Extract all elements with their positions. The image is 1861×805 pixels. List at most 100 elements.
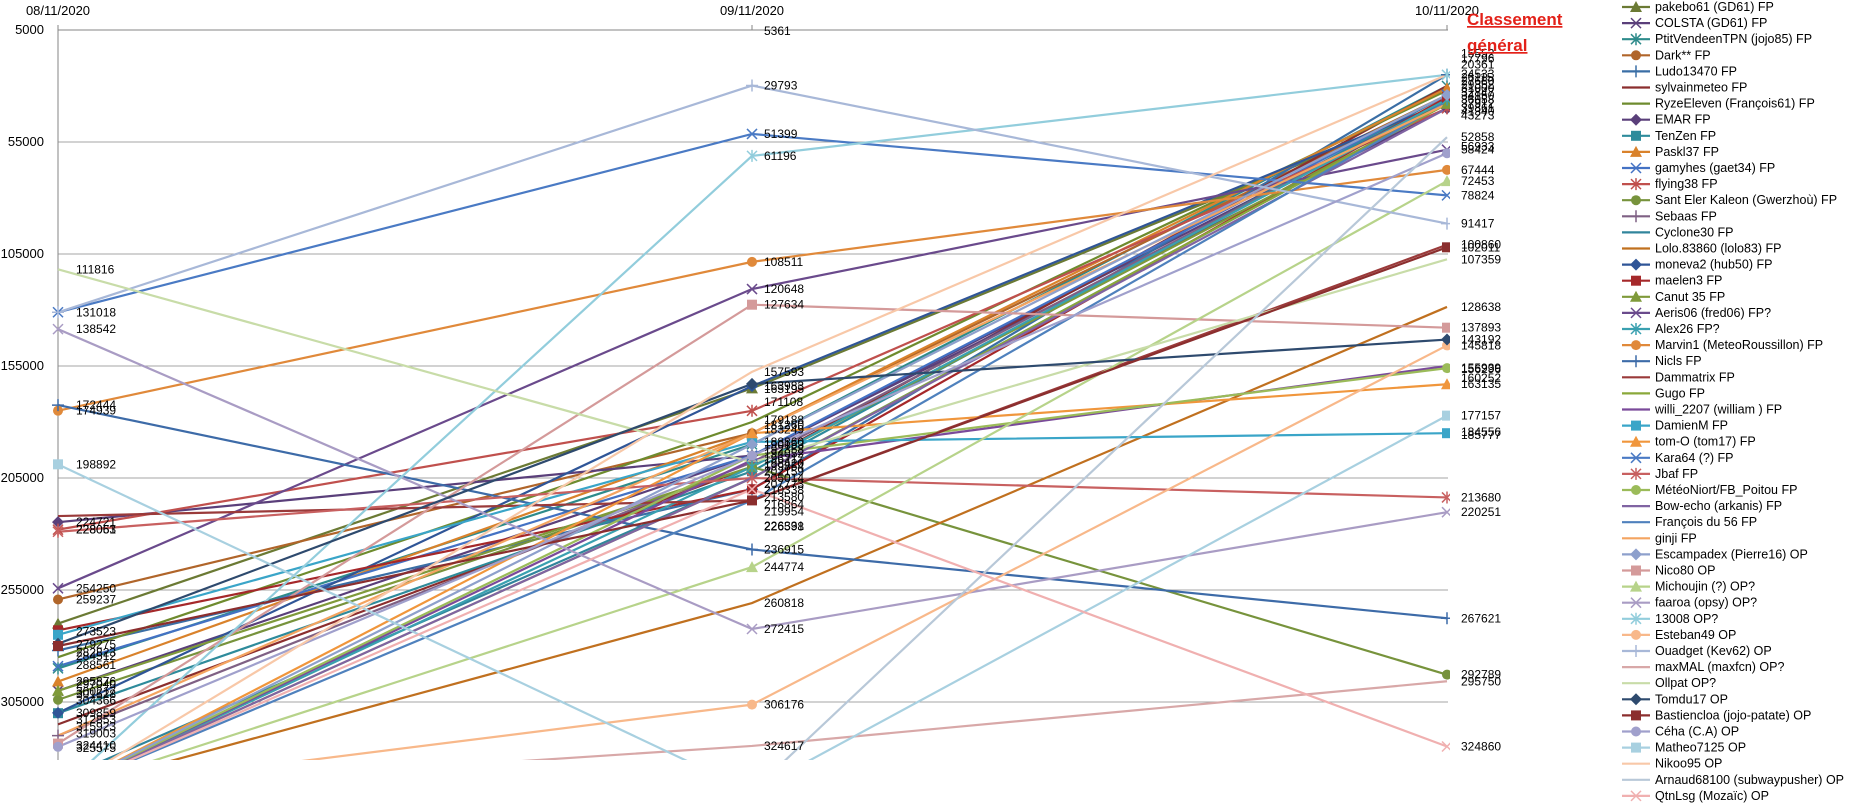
data-label: 190153	[764, 438, 804, 452]
legend-label: Sant Eler Kaleon (Gwerzhoù) FP	[1655, 193, 1837, 207]
series-marker	[53, 741, 63, 752]
series-marker	[1630, 290, 1642, 302]
legend-label: Jbaf FP	[1655, 467, 1698, 481]
data-label: 163135	[1461, 377, 1501, 391]
series-marker	[746, 460, 758, 473]
data-label: 259237	[76, 592, 116, 606]
legend-label: COLSTA (GD61) FP	[1655, 16, 1767, 30]
series-marker	[1631, 629, 1641, 640]
series-marker	[1631, 50, 1641, 61]
series-marker	[1630, 467, 1642, 480]
data-label: 236915	[764, 542, 804, 556]
data-label: 228061	[76, 523, 116, 537]
series-marker	[746, 623, 758, 635]
data-label: 198420	[764, 456, 804, 470]
data-label: 324617	[764, 739, 804, 753]
data-label: 224721	[76, 515, 116, 529]
series-marker	[52, 516, 64, 529]
legend-label: Nicls FP	[1655, 354, 1702, 368]
legend-label: Paskl37 FP	[1655, 145, 1719, 159]
legend-label: Tomdu17 OP	[1655, 692, 1728, 706]
legend-label: Aeris06 (fred06) FP?	[1655, 306, 1771, 320]
data-label: 20361	[1461, 57, 1495, 71]
data-label: 267621	[1461, 611, 1501, 625]
legend-label: gamyhes (gaet34) FP	[1655, 161, 1775, 175]
series-marker	[1630, 452, 1642, 464]
series-marker	[747, 495, 757, 506]
data-label: 213580	[764, 490, 804, 504]
legend-item: Lolo.83860 (lolo83) FP	[1622, 242, 1781, 256]
legend-item: RyzeEleven (François61) FP	[1622, 97, 1815, 111]
data-label: 196217	[764, 451, 804, 465]
y-tick-label: 105000	[1, 246, 44, 261]
series-line	[57, 93, 1448, 601]
series-marker	[52, 306, 64, 319]
data-label: 41340	[1461, 104, 1495, 118]
data-label: 61196	[764, 149, 797, 163]
legend-item: Ludo13470 FP	[1622, 64, 1737, 78]
data-label: 91417	[1461, 217, 1495, 231]
legend-item: Sant Eler Kaleon (Gwerzhoù) FP	[1622, 193, 1837, 207]
legend-label: 13008 OP?	[1655, 612, 1718, 626]
legend-item: Cyclone30 FP	[1622, 225, 1734, 239]
series-marker	[1442, 322, 1450, 333]
data-label: 172444	[76, 398, 116, 412]
legend-item: Tomdu17 OP	[1622, 692, 1728, 706]
legend-item: MétéoNiort/FB_Poitou FP	[1622, 483, 1797, 497]
data-label: 58424	[1461, 143, 1495, 157]
y-tick-label: 155000	[1, 358, 44, 373]
series-marker	[1630, 790, 1642, 802]
series-line	[521, 680, 1448, 760]
data-label: 107359	[1461, 252, 1501, 266]
series-marker	[746, 128, 758, 140]
legend-label: Sebaas FP	[1655, 209, 1717, 223]
legend-item: François du 56 FP	[1622, 515, 1757, 529]
legend-item: Ouadget (Kev62) OP	[1622, 644, 1772, 658]
legend-label: Céha (C.A) OP	[1655, 725, 1739, 739]
y-axis: 5000 55000 105000 155000 205000 255000 305000	[1, 22, 44, 709]
legend-label: EMAR FP	[1655, 113, 1711, 127]
data-label: 5361	[764, 24, 791, 38]
series-marker	[1631, 742, 1641, 753]
series-line	[783, 136, 1448, 760]
series-marker	[1442, 148, 1450, 159]
legend-item: DamienM FP	[1622, 419, 1728, 433]
series-marker	[52, 786, 64, 798]
series-marker	[1631, 420, 1641, 431]
legend-item: 13008 OP?	[1622, 612, 1718, 626]
data-label: 300217	[76, 684, 116, 698]
series-marker	[53, 787, 63, 797]
series-marker	[1631, 485, 1641, 495]
series-marker	[1630, 65, 1642, 78]
series-marker	[1441, 189, 1450, 201]
legend-label: maelen3 FP	[1655, 274, 1722, 288]
legend-item: faaroa (opsy) OP?	[1622, 596, 1757, 610]
series-marker	[1441, 68, 1450, 81]
data-label: 143192	[1461, 333, 1501, 347]
legend-label: Matheo7125 OP	[1655, 741, 1746, 755]
data-label: 198892	[76, 457, 116, 471]
data-label: 304366	[76, 694, 116, 708]
series-marker	[1631, 130, 1641, 141]
data-label: 181260	[764, 418, 804, 432]
series-marker	[52, 582, 64, 594]
legend-label: Alex26 FP?	[1655, 322, 1720, 336]
legend-item: Aeris06 (fred06) FP?	[1622, 306, 1771, 320]
series-marker	[53, 629, 63, 640]
data-label: 288561	[76, 658, 116, 672]
legend-label: TenZen FP	[1655, 129, 1716, 143]
data-label: 43273	[1461, 109, 1495, 123]
data-label: 272415	[764, 622, 804, 636]
data-label: 273523	[76, 624, 116, 638]
series-marker	[1630, 162, 1642, 174]
data-label: 163983	[764, 379, 804, 393]
data-label: 165195	[764, 382, 804, 396]
legend-item: Arnaud68100 (subwaypusher) OP	[1622, 773, 1844, 787]
legend-item: willi_2207 (william ) FP	[1622, 403, 1782, 417]
legend-item: sylvainmeteo FP	[1622, 81, 1747, 95]
series-marker	[1630, 645, 1642, 657]
series-marker	[1630, 580, 1642, 592]
series-marker	[52, 323, 64, 335]
series-marker	[1441, 740, 1450, 753]
legend-label: Kara64 (?) FP	[1655, 451, 1734, 465]
